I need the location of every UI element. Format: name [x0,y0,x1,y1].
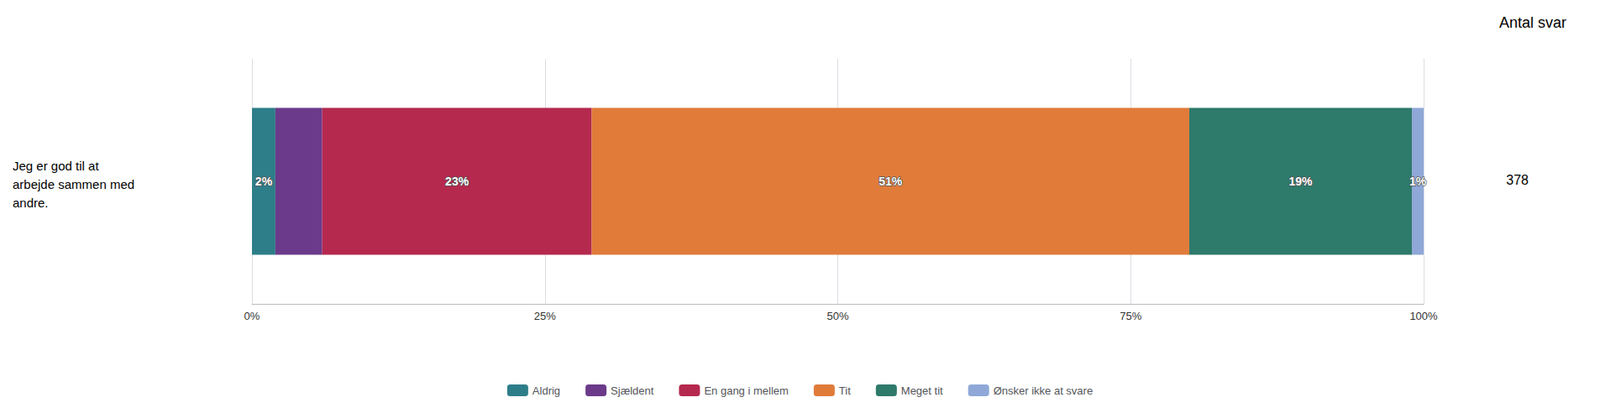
svg-text:2%: 2% [255,174,273,189]
svg-text:25%: 25% [534,309,557,323]
svg-text:0%: 0% [244,309,261,323]
svg-text:En gang i mellem: En gang i mellem [703,384,788,398]
svg-text:Ønsker ikke at svare: Ønsker ikke at svare [993,384,1094,398]
svg-text:100%: 100% [1409,309,1438,323]
svg-text:andre.: andre. [12,195,49,210]
svg-text:1%: 1% [1409,174,1427,189]
svg-text:19%: 19% [1289,174,1314,189]
svg-text:75%: 75% [1119,309,1142,323]
svg-text:arbejde sammen med: arbejde sammen med [12,177,135,192]
svg-text:378: 378 [1505,173,1529,188]
svg-text:Antal svar: Antal svar [1499,14,1567,32]
svg-text:51%: 51% [878,174,903,189]
svg-text:23%: 23% [445,174,470,189]
svg-text:Jeg er god til at: Jeg er god til at [12,158,100,174]
svg-text:Tit: Tit [839,384,851,398]
svg-text:Sjældent: Sjældent [610,384,655,398]
svg-text:Meget tit: Meget tit [901,384,944,398]
svg-text:50%: 50% [826,309,849,323]
svg-text:Aldrig: Aldrig [532,384,561,398]
